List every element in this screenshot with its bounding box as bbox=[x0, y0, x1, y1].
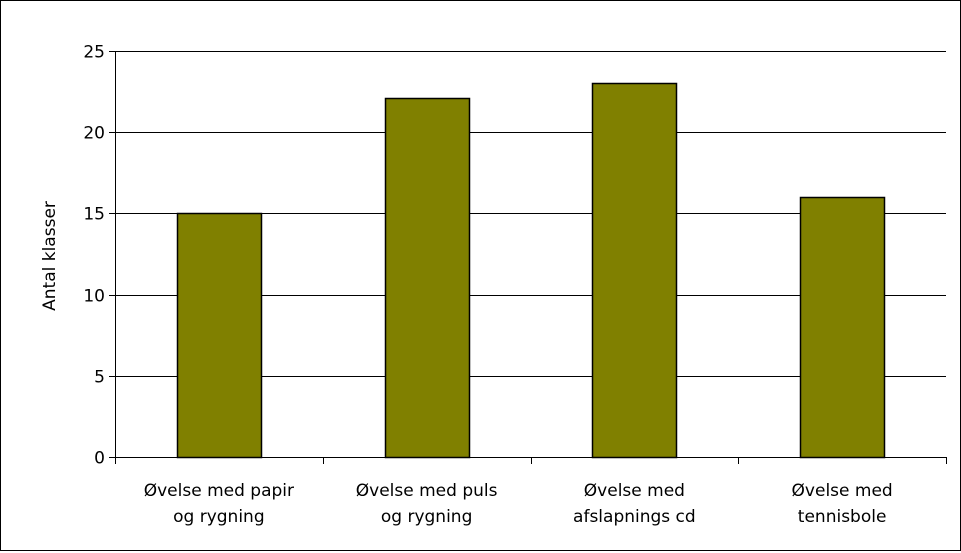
bar-4 bbox=[799, 196, 886, 459]
y-tick-label-5: 5 bbox=[94, 368, 105, 388]
x-category-label-line: Øvelse med puls bbox=[356, 481, 498, 501]
bar-1 bbox=[176, 212, 263, 459]
x-category-label-line: afslapnings cd bbox=[573, 507, 696, 527]
y-axis-title: Antal klasser bbox=[40, 201, 60, 311]
x-category-label-1: Øvelse med papir og rygning bbox=[144, 481, 294, 527]
x-category-label-line: og rygning bbox=[173, 507, 265, 527]
bars bbox=[176, 82, 886, 459]
y-tick-label-25: 25 bbox=[83, 43, 105, 63]
axes bbox=[115, 51, 946, 458]
bar-2 bbox=[384, 97, 471, 459]
bar-3 bbox=[591, 82, 678, 459]
y-tick-label-15: 15 bbox=[83, 205, 105, 225]
x-category-label-4: Øvelse med tennisbole bbox=[792, 481, 893, 527]
x-category-label-line: Øvelse med bbox=[584, 481, 685, 501]
y-tick-label-10: 10 bbox=[83, 287, 105, 307]
x-category-label-2: Øvelse med puls og rygning bbox=[356, 481, 498, 527]
x-category-label-line: og rygning bbox=[381, 507, 473, 527]
y-tick-label-20: 20 bbox=[83, 124, 105, 144]
y-tick-label-0: 0 bbox=[94, 449, 105, 469]
x-category-label-line: Øvelse med papir bbox=[144, 481, 294, 501]
y-tick-labels: 0 5 10 15 20 25 bbox=[83, 43, 115, 469]
x-category-label-3: Øvelse med afslapnings cd bbox=[573, 481, 696, 527]
x-category-label-line: tennisbole bbox=[798, 507, 887, 527]
x-category-label-line: Øvelse med bbox=[792, 481, 893, 501]
